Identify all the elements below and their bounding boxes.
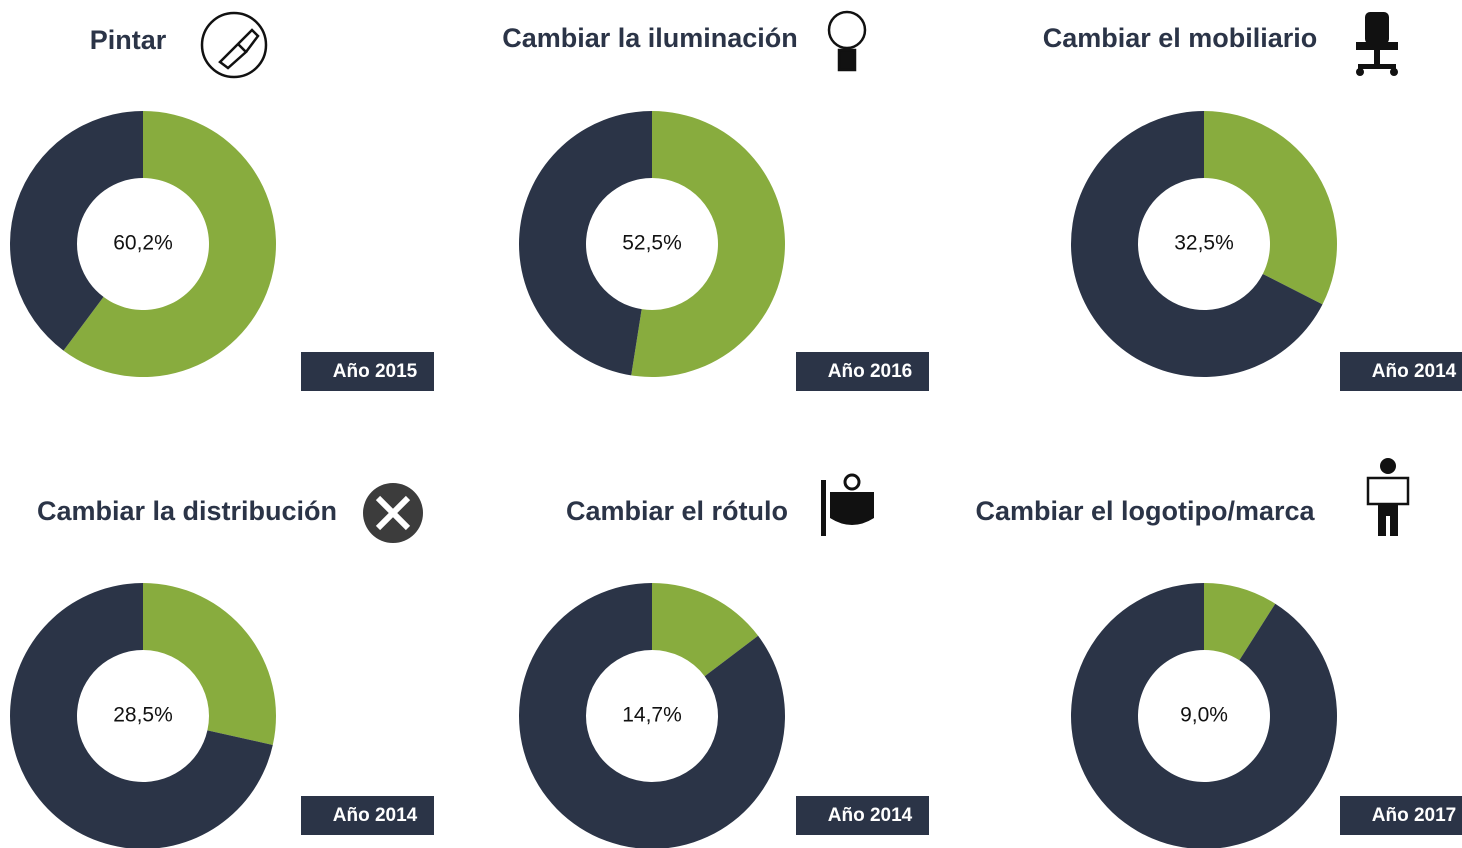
center-label: 60,2% <box>113 232 173 255</box>
year-label: Año 2014 <box>828 805 913 826</box>
icon-tools <box>363 483 423 543</box>
donut-segment <box>518 111 652 376</box>
year-label: Año 2016 <box>828 361 912 382</box>
donut-segment <box>519 583 785 848</box>
donut-segment <box>1071 583 1338 848</box>
year-badge <box>301 796 434 835</box>
icon-chair <box>1356 12 1398 76</box>
year-badge <box>1340 352 1462 391</box>
year-badge <box>301 352 434 391</box>
center-label: 28,5% <box>113 704 173 727</box>
donut-segment <box>63 111 276 377</box>
year-label: Año 2015 <box>333 361 418 382</box>
donut-segment <box>652 583 759 677</box>
year-label: Año 2014 <box>333 805 418 826</box>
donut-segment <box>1204 583 1276 661</box>
chart-title: Cambiar la distribución <box>37 496 337 526</box>
center-label: 52,5% <box>622 232 682 255</box>
icon-sign <box>821 473 874 536</box>
center-label: 32,5% <box>1174 232 1234 255</box>
chart-title: Cambiar la iluminación <box>502 23 798 53</box>
year-label: Año 2017 <box>1372 805 1456 826</box>
year-badge <box>796 796 929 835</box>
donut-segment <box>1204 111 1337 305</box>
chart-title: Pintar <box>90 25 167 55</box>
icon-brush <box>200 11 268 79</box>
center-label: 14,7% <box>622 704 682 727</box>
icon-person <box>1366 458 1410 536</box>
donut-segment <box>631 111 785 377</box>
year-badge <box>1340 796 1462 835</box>
icon-bulb <box>827 10 867 72</box>
donut-segment <box>10 583 273 848</box>
chart-title: Cambiar el mobiliario <box>1043 23 1318 53</box>
donut-segment <box>1071 111 1323 378</box>
year-badge <box>796 352 929 391</box>
chart-title: Cambiar el logotipo/marca <box>975 496 1315 526</box>
year-label: Año 2014 <box>1372 361 1457 382</box>
donut-segment <box>143 583 277 746</box>
donut-segment <box>9 111 144 351</box>
chart-title: Cambiar el rótulo <box>566 496 788 526</box>
center-label: 9,0% <box>1180 704 1228 727</box>
